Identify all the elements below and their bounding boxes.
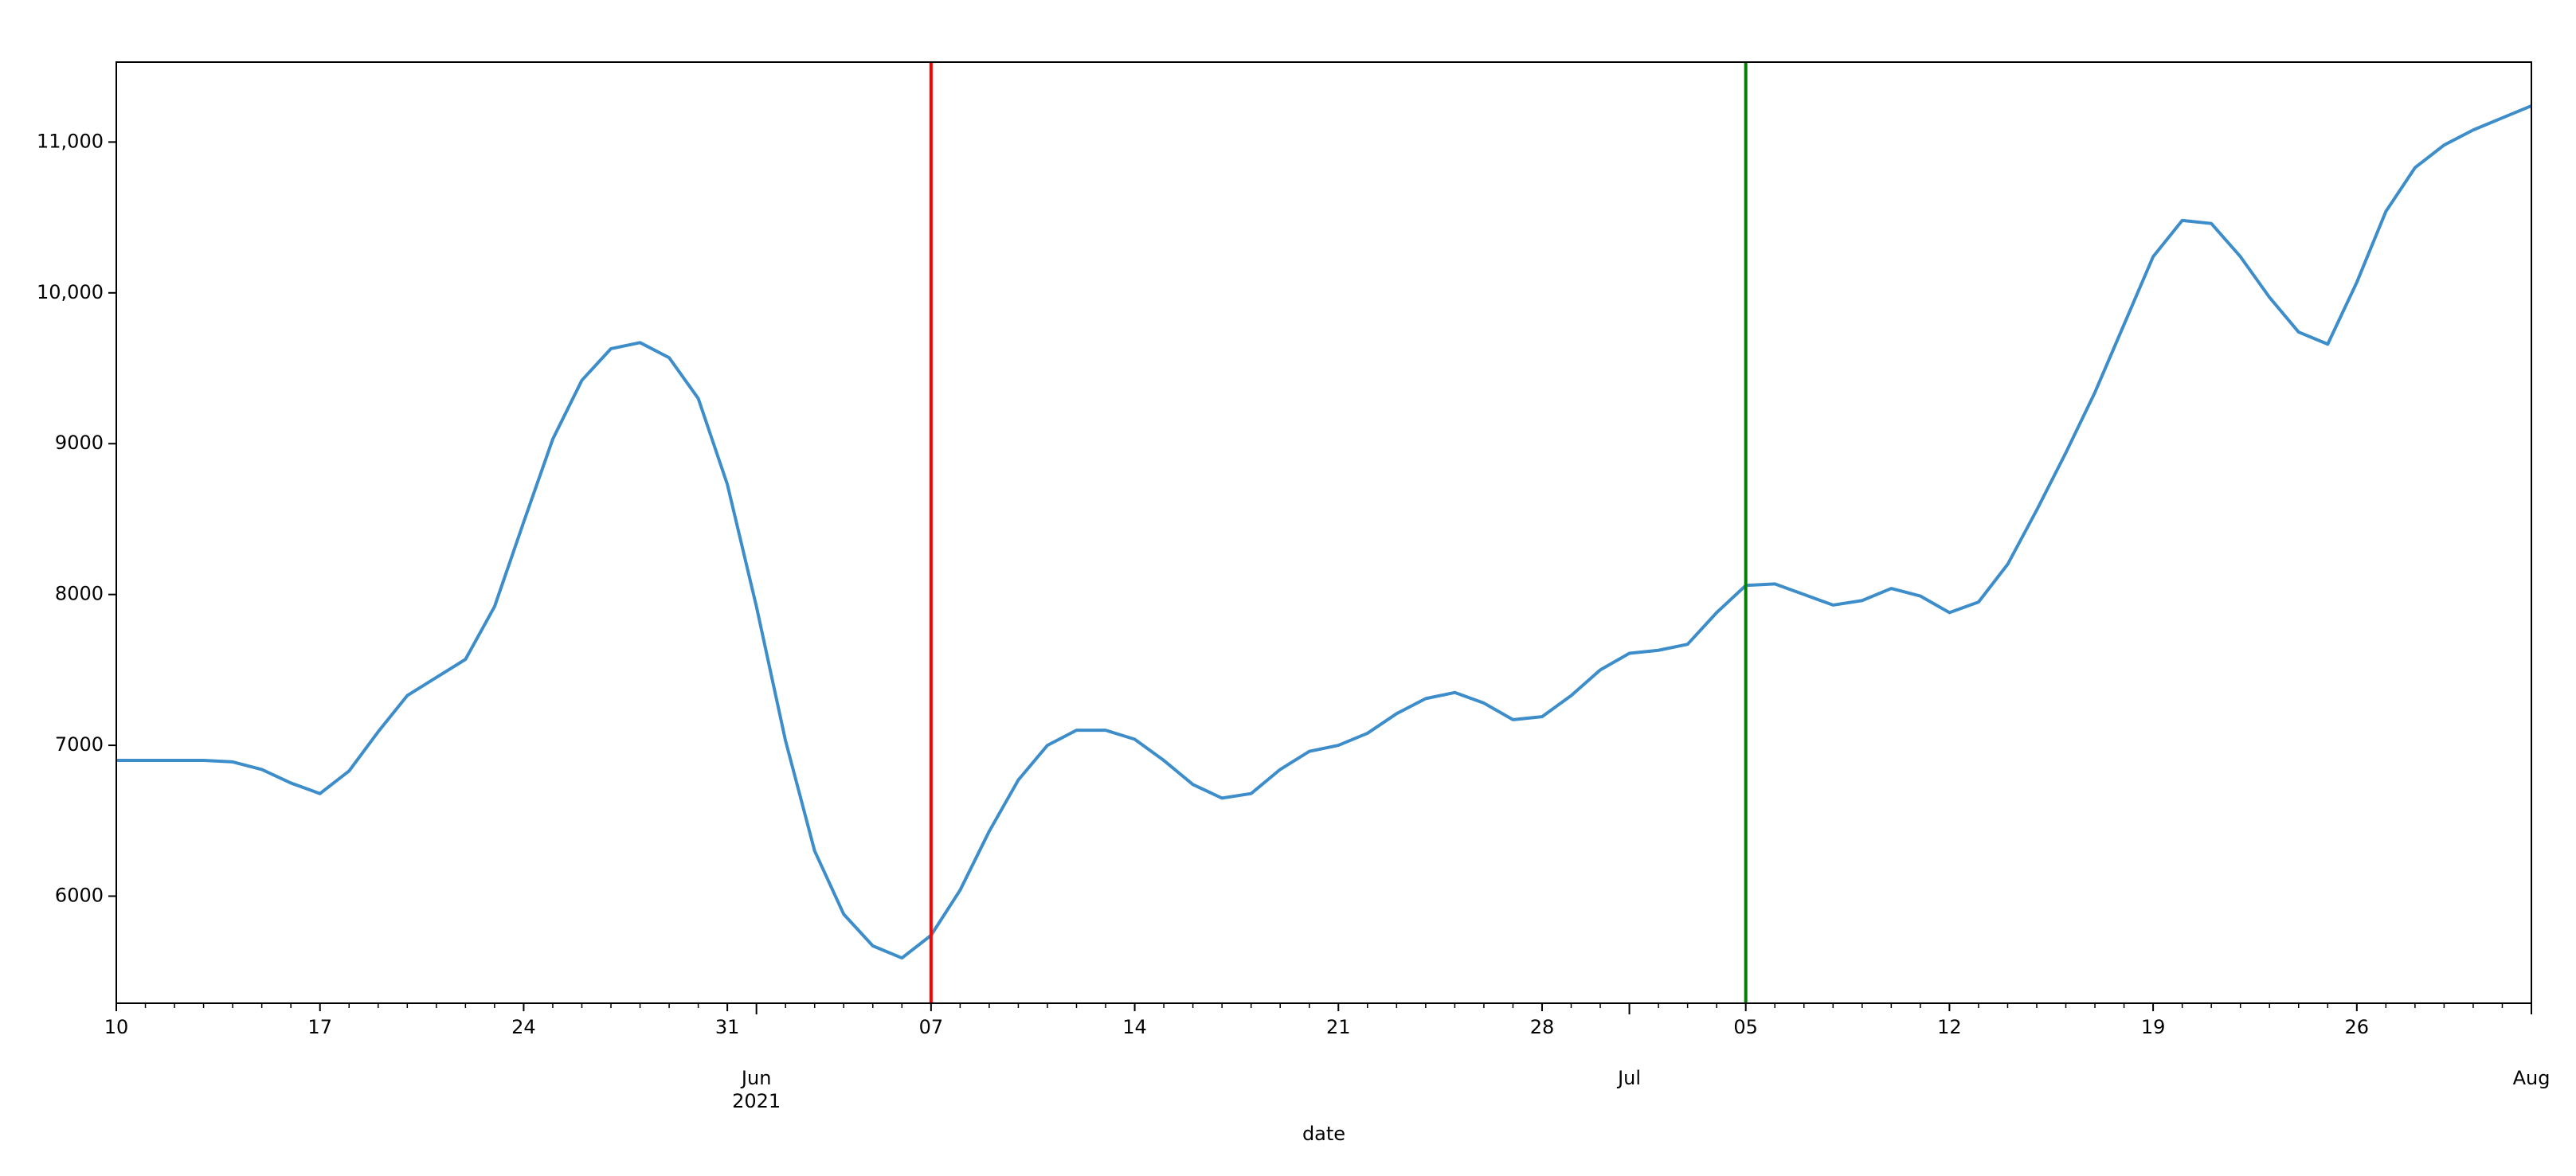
x-tick-label: 17: [307, 1016, 332, 1038]
x-tick-label: 31: [715, 1016, 740, 1038]
y-tick-label: 9000: [55, 432, 104, 454]
y-tick-label: 10,000: [37, 281, 104, 303]
x-tick-label: 24: [511, 1016, 536, 1038]
x-tick-label: 28: [1530, 1016, 1555, 1038]
x-tick-label: 21: [1326, 1016, 1351, 1038]
y-tick-label: 11,000: [37, 130, 104, 152]
plot-frame: [115, 61, 2532, 1004]
y-tick-label: 8000: [55, 583, 104, 605]
x-tick-label: 05: [1733, 1016, 1758, 1038]
x-axis-label: date: [1302, 1123, 1345, 1145]
x-tick-label: 12: [1937, 1016, 1962, 1038]
x-tick-label: 07: [919, 1016, 944, 1038]
x-tick-label: 14: [1122, 1016, 1147, 1038]
x-tick-label: 26: [2345, 1016, 2370, 1038]
data-line: [116, 104, 2532, 960]
x-tick-label: 10: [104, 1016, 129, 1038]
y-tick-label: 6000: [55, 885, 104, 907]
x-tick-label: Aug: [2513, 1067, 2551, 1089]
y-tick-label: 7000: [55, 733, 104, 756]
x-tick-label: Jul: [1616, 1067, 1641, 1089]
x-tick-label: 19: [2141, 1016, 2166, 1038]
x-tick-label: Jun 2021: [732, 1067, 781, 1112]
